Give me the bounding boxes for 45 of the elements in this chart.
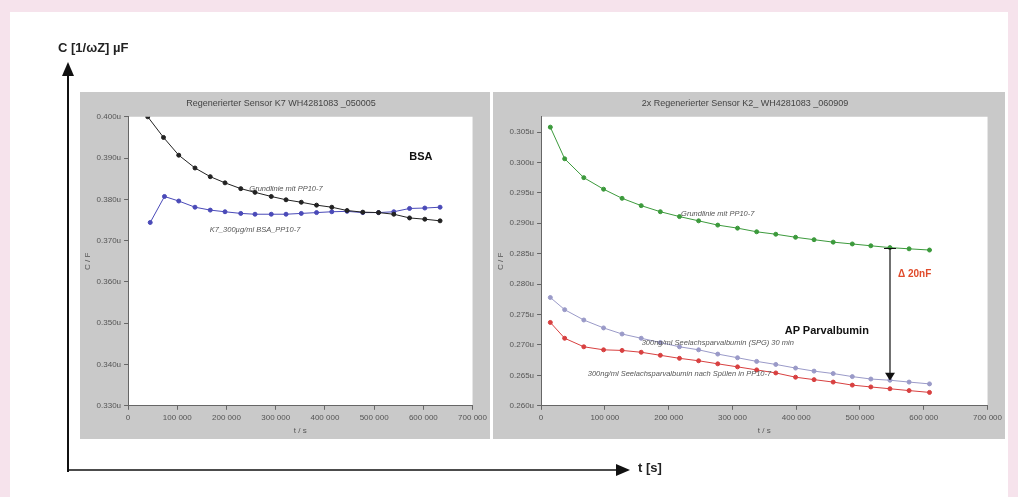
x-tick-label: 700 000: [458, 412, 488, 422]
y-tick-label: 0.290u: [509, 218, 535, 228]
annotation: Δ 20nF: [897, 267, 932, 279]
y-tick-label: 0.305u: [509, 127, 535, 137]
y-tick-label: 0.300u: [509, 157, 535, 167]
y-tick-label: 0.340u: [96, 359, 122, 369]
y-tick-label: 0.285u: [509, 248, 535, 258]
y-tick-label: 0.280u: [509, 279, 535, 289]
chart-title: Regenerierter Sensor K7 WH4281083 _050005: [186, 97, 376, 108]
y-axis-title: C / F: [83, 252, 92, 270]
y-tick-label: 0.265u: [509, 370, 535, 380]
x-tick-label: 500 000: [845, 412, 875, 422]
x-axis-title: t / s: [757, 426, 771, 436]
x-tick-label: 0: [538, 412, 544, 422]
chart-title: 2x Regenerierter Sensor K2_ WH4281083 _060909: [641, 97, 849, 108]
x-tick-label: 400 000: [310, 412, 340, 422]
y-tick-label: 0.330u: [96, 401, 122, 410]
x-tick-label: 200 000: [212, 412, 242, 422]
y-axis-title: C / F: [496, 252, 505, 270]
y-tick-label: 0.400u: [96, 112, 122, 121]
y-tick-label: 0.275u: [509, 309, 535, 319]
x-tick-label: 600 000: [408, 412, 439, 422]
y-tick-label: 0.270u: [509, 340, 535, 350]
y-tick-label: 0.350u: [96, 318, 122, 328]
y-tick-label: 0.295u: [509, 188, 535, 198]
x-tick-label: 0: [125, 412, 131, 422]
x-tick-label: 600 000: [909, 412, 939, 422]
x-tick-label: 700 000: [973, 412, 1003, 422]
y-tick-label: 0.260u: [509, 401, 535, 410]
x-tick-label: 200 000: [654, 412, 684, 422]
x-tick-label: 100 000: [162, 412, 193, 422]
annotation: AP Parvalbumin: [784, 323, 870, 336]
y-tick-label: 0.370u: [96, 235, 122, 245]
x-axis-title: t / s: [293, 426, 307, 436]
y-tick-label: 0.380u: [96, 194, 122, 204]
y-tick-label: 0.360u: [96, 277, 122, 287]
annotation: BSA: [409, 150, 433, 163]
x-tick-label: 300 000: [717, 412, 748, 422]
x-tick-label: 400 000: [781, 412, 812, 422]
x-tick-label: 100 000: [590, 412, 620, 422]
x-tick-label: 300 000: [261, 412, 291, 422]
y-tick-label: 0.390u: [96, 153, 122, 163]
x-tick-label: 500 000: [359, 412, 390, 422]
text: C [1/ωZ] µF: [58, 40, 129, 55]
text: t [s]: [638, 460, 662, 475]
